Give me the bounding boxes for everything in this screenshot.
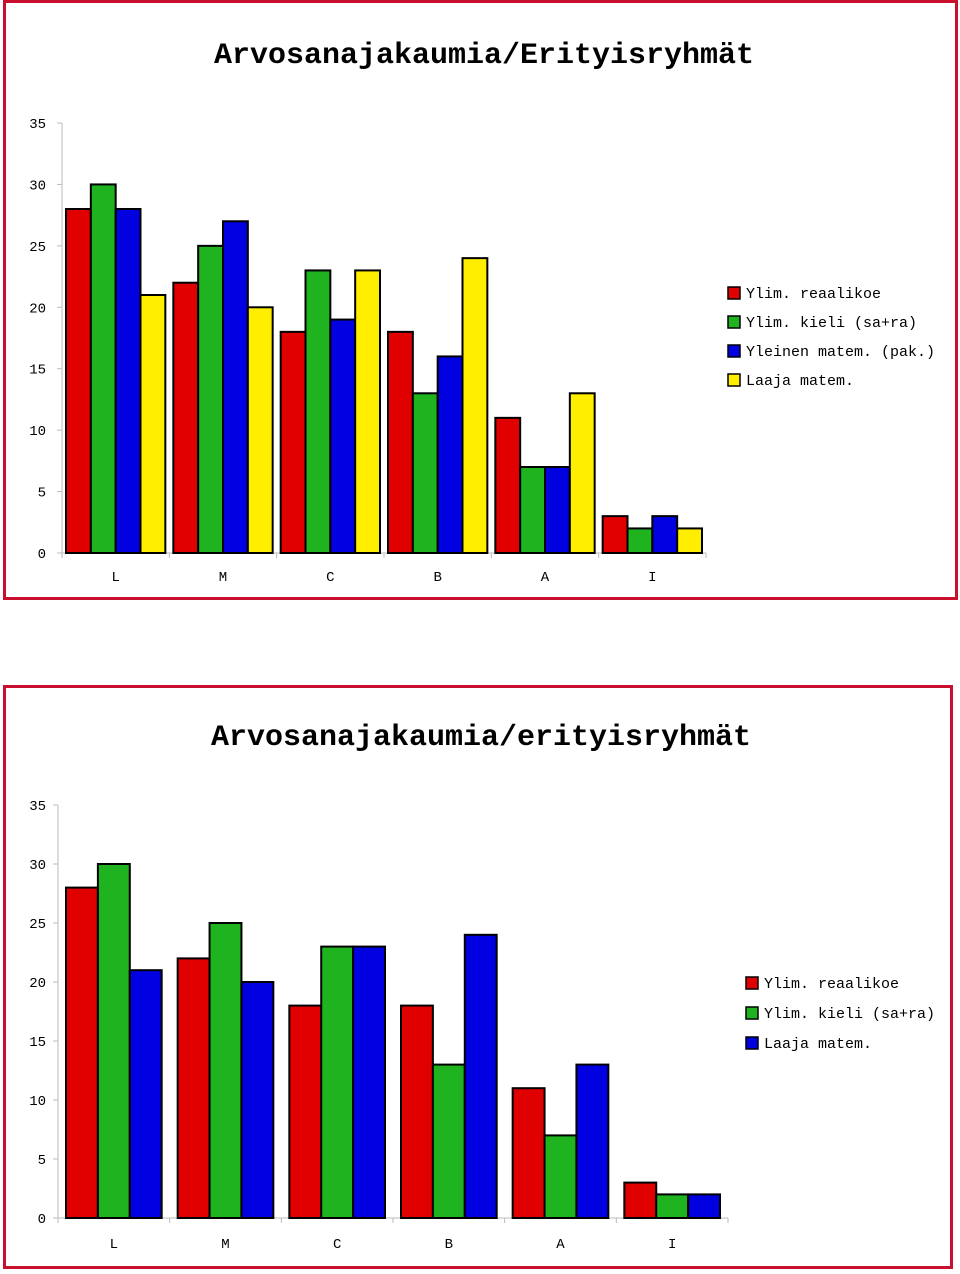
y-tick-label: 35	[29, 117, 46, 133]
legend-swatch	[745, 1036, 759, 1050]
bar-L-series-2	[96, 863, 131, 1219]
bar-C-series-1	[279, 330, 307, 554]
legend-swatch	[727, 373, 741, 387]
bar-I-series-2	[655, 1193, 690, 1219]
bar-B-series-2	[411, 392, 439, 554]
bar-A-series-2	[543, 1134, 578, 1219]
x-category-label: L	[111, 570, 119, 586]
legend-swatch	[745, 976, 759, 990]
bar-M-series-4	[246, 306, 274, 554]
bar-L-series-3	[114, 208, 142, 554]
bar-A-series-3	[544, 466, 571, 554]
bar-A-series-1	[511, 1087, 546, 1220]
y-tick-label: 20	[29, 301, 46, 317]
y-tick-label: 5	[38, 486, 46, 502]
legend-label: Ylim. kieli (sa+ra)	[746, 315, 917, 332]
y-tick-label: 30	[29, 178, 46, 194]
x-category-label: B	[433, 570, 441, 586]
y-tick-label: 35	[29, 799, 46, 815]
bar-L-series-4	[139, 294, 167, 554]
bar-A-series-1	[494, 416, 522, 554]
y-tick-label: 5	[38, 1153, 46, 1169]
legend-swatch	[727, 344, 741, 358]
bar-C-series-3	[352, 945, 387, 1219]
bar-A-series-2	[519, 466, 547, 554]
x-category-label: I	[668, 1237, 676, 1253]
x-category-label: M	[219, 570, 227, 586]
y-tick-label: 30	[29, 858, 46, 874]
bar-M-series-2	[208, 922, 243, 1219]
bar-C-series-2	[304, 269, 332, 554]
bar-L-series-2	[89, 183, 117, 555]
bar-I-series-3	[687, 1193, 721, 1219]
bar-L-series-3	[128, 969, 163, 1220]
y-tick-label: 10	[29, 1094, 46, 1110]
legend-label: Ylim. kieli (sa+ra)	[764, 1006, 935, 1023]
bar-I-series-2	[626, 527, 654, 555]
bar-M-series-1	[172, 281, 200, 554]
x-category-label: I	[648, 570, 656, 586]
legend-label: Ylim. reaalikoe	[764, 976, 899, 993]
bar-I-series-1	[623, 1181, 658, 1220]
legend-swatch	[745, 1006, 759, 1020]
y-tick-label: 10	[29, 424, 46, 440]
bar-B-series-1	[387, 330, 414, 554]
bar-M-series-3	[240, 981, 275, 1219]
chart-title: Arvosanajakaumia/Erityisryhmät	[214, 39, 754, 73]
bar-B-series-3	[463, 933, 498, 1220]
chart-2-svg: Arvosanajakaumia/erityisryhmät 0 5 10 15 20 25…	[29, 721, 935, 1253]
y-tick-label: 0	[38, 547, 46, 563]
x-category-label: C	[326, 570, 334, 586]
bar-A-series-3	[575, 1063, 610, 1219]
bar-C-series-4	[354, 269, 381, 554]
bar-L-series-1	[65, 208, 92, 554]
x-category-label: M	[221, 1237, 229, 1253]
bar-M-series-2	[197, 244, 225, 554]
legend-swatch	[727, 286, 741, 300]
x-category-label: C	[333, 1237, 341, 1253]
bar-C-series-1	[288, 1004, 323, 1219]
legend-label: Ylim. reaalikoe	[746, 286, 881, 303]
y-tick-label: 0	[38, 1212, 46, 1228]
chart-2: Arvosanajakaumia/erityisryhmät 0 5 10 15 20 25…	[3, 685, 953, 1269]
bar-A-series-4	[568, 392, 596, 554]
bar-B-series-1	[400, 1004, 434, 1219]
legend-swatch	[727, 315, 741, 329]
bar-I-series-3	[651, 515, 679, 555]
bar-I-series-4	[676, 527, 704, 555]
bar-B-series-2	[431, 1063, 466, 1219]
bar-L-series-1	[65, 886, 99, 1219]
legend-label: Yleinen matem. (pak.)	[746, 344, 935, 361]
x-category-label: A	[541, 570, 550, 586]
bar-M-series-3	[222, 220, 249, 555]
bar-C-series-2	[320, 945, 355, 1219]
y-tick-label: 20	[29, 976, 46, 992]
bar-I-series-1	[601, 515, 629, 555]
chart-title: Arvosanajakaumia/erityisryhmät	[211, 721, 751, 755]
bar-B-series-3	[436, 355, 464, 554]
legend-label: Laaja matem.	[764, 1036, 872, 1053]
bar-M-series-1	[176, 957, 211, 1219]
y-tick-label: 25	[29, 917, 46, 933]
y-tick-label: 15	[29, 1035, 46, 1051]
chart-1-svg: Arvosanajakaumia/Erityisryhmät 0 5 10 15 20 25…	[29, 39, 935, 586]
bar-C-series-3	[329, 318, 357, 555]
x-category-label: L	[110, 1237, 118, 1253]
bar-B-series-4	[461, 257, 489, 554]
legend-label: Laaja matem.	[746, 373, 854, 390]
chart-1: Arvosanajakaumia/Erityisryhmät 0 5 10 15 20 25…	[3, 0, 958, 600]
x-category-label: A	[556, 1237, 565, 1253]
y-tick-label: 25	[29, 240, 46, 256]
y-tick-label: 15	[29, 363, 46, 379]
x-category-label: B	[445, 1237, 453, 1253]
